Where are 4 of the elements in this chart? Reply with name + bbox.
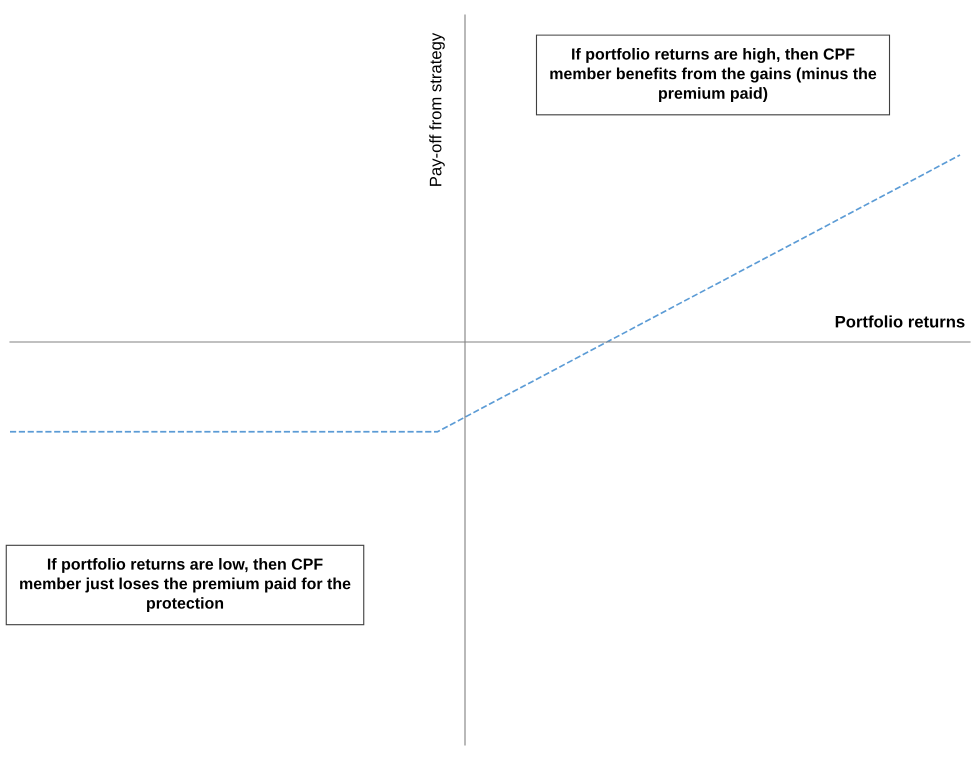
y-axis-title: Pay-off from strategy (429, 32, 445, 186)
text: If portfolio returns are high, then CPF member benefits from the gains (minus the premium paid) (550, 48, 876, 102)
text: If portfolio returns are low, then CPF member just loses the premium paid for the protection (20, 558, 350, 612)
x-axis-title: Portfolio returns (836, 315, 965, 328)
